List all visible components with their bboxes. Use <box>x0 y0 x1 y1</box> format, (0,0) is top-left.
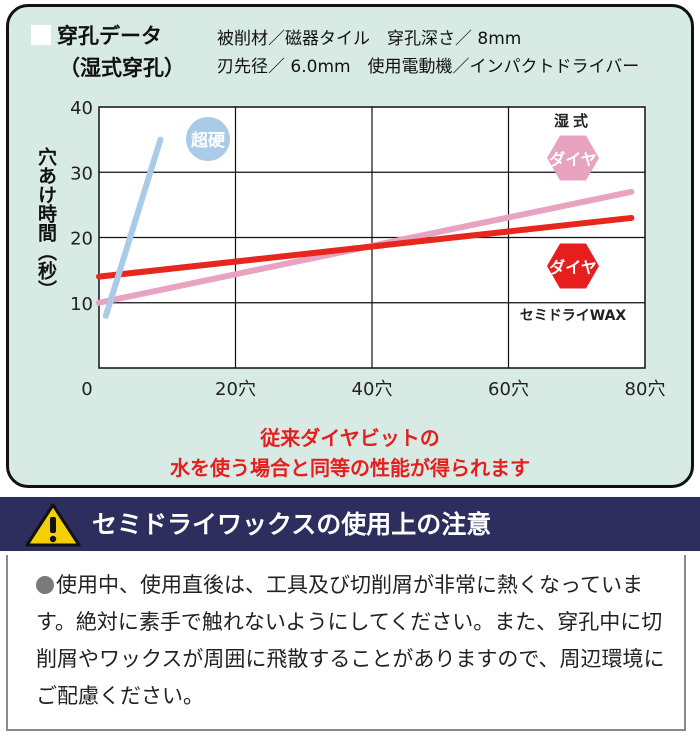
x-tick-label: 20穴 <box>215 379 256 400</box>
y-tick-label: 10 <box>70 294 93 315</box>
caution-title: セミドライワックスの使用上の注意 <box>92 510 492 539</box>
chart-subtitle: （湿式穿孔） <box>59 56 185 80</box>
y-tick-label: 30 <box>70 163 93 184</box>
caution-paragraph: 使用中、使用直後は、工具及び切削屑が非常に熱くなっています。絶対に素手で触れない… <box>36 567 672 715</box>
wet-label: 湿式 <box>554 112 592 130</box>
chart-title: 穿孔データ <box>57 24 162 48</box>
condition-line-1: 被削材／磁器タイル 穿孔深さ／ 8mm <box>217 29 522 49</box>
performance-note: 従来ダイヤビットの 水を使う場合と同等の性能が得られます <box>9 423 691 483</box>
series-line-carbide <box>102 136 164 319</box>
y-tick-label: 40 <box>70 98 93 119</box>
note-line-1: 従来ダイヤビットの <box>260 426 440 450</box>
condition-line-2: 刃先径／ 6.0mm 使用電動機／インパクトドライバー <box>217 57 640 77</box>
x-tick-label: 80穴 <box>625 379 666 400</box>
semi-dry-diamond-hexagon <box>547 243 599 289</box>
bullet-icon <box>36 576 54 594</box>
carbide-label: 超硬 <box>191 130 226 151</box>
note-line-2: 水を使う場合と同等の性能が得られます <box>170 456 530 480</box>
caution-body: 使用中、使用直後は、工具及び切削屑が非常に熱くなっています。絶対に素手で触れない… <box>6 555 686 731</box>
title-square-icon <box>31 25 51 45</box>
carbide-badge <box>186 117 230 161</box>
x-tick-label: 60穴 <box>488 379 529 400</box>
caution-text-body: 使用中、使用直後は、工具及び切削屑が非常に熱くなっています。絶対に素手で触れない… <box>36 573 665 708</box>
semi-dry-diamond-label: ダイヤ <box>549 258 597 277</box>
wet-diamond-label: ダイヤ <box>549 150 597 169</box>
warning-icon <box>25 503 81 547</box>
series-line-semi-dry-wax <box>96 214 635 280</box>
caution-header: セミドライワックスの使用上の注意 <box>0 497 700 551</box>
x-tick-label: 0 <box>81 379 92 400</box>
y-axis-label: 穴あけ時間（秒） <box>35 147 57 299</box>
semi-dry-wax-label: セミドライWAX <box>520 308 627 324</box>
wet-diamond-hexagon <box>547 135 599 181</box>
x-tick-label: 40穴 <box>352 379 393 400</box>
y-tick-label: 20 <box>70 229 93 250</box>
chart-panel: 穿孔データ （湿式穿孔） 被削材／磁器タイル 穿孔深さ／ 8mm 刃先径／ 6.… <box>6 4 694 488</box>
